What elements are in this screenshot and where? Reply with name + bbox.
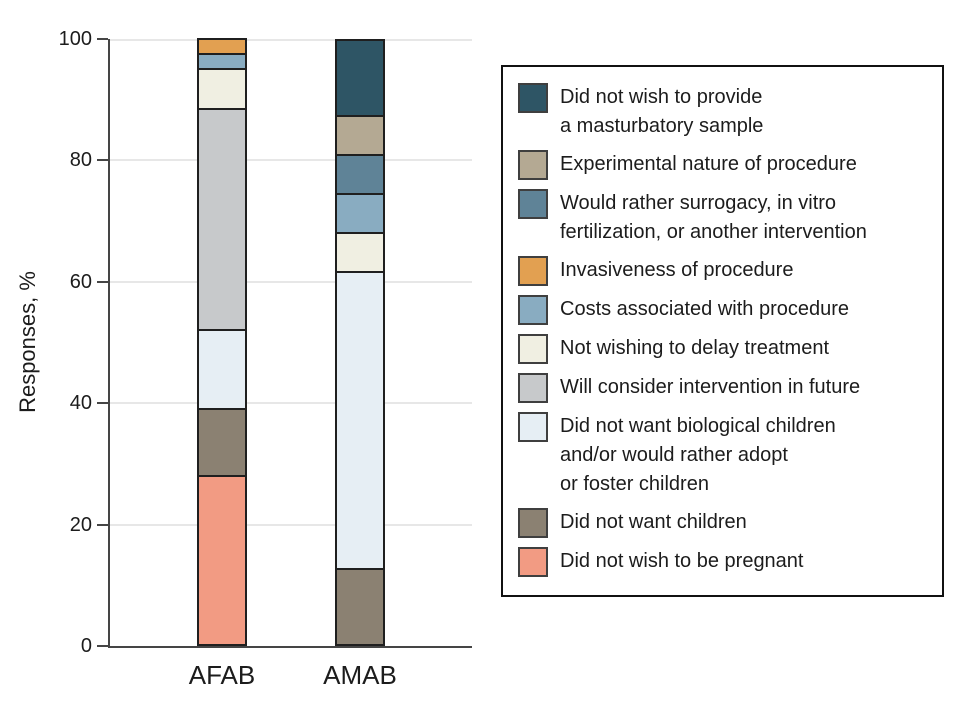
y-tick-label-100: 100 (58, 28, 92, 50)
pale-blue-swatch (518, 412, 548, 442)
legend-item-1: Experimental nature of procedure (518, 150, 938, 180)
legend-label-7: Did not want biological children and/or … (560, 415, 836, 495)
bar-segment-amab-0 (337, 41, 383, 115)
legend-item-6: Will consider intervention in future (518, 373, 938, 403)
bar-segment-afab-3 (199, 40, 245, 54)
y-tick-mark-0 (97, 645, 108, 647)
y-tick-mark-60 (97, 281, 108, 283)
legend-item-2: Would rather surrogacy, in vitro fertili… (518, 189, 938, 247)
bar-amab (335, 39, 385, 646)
legend-label-8: Did not want children (560, 511, 747, 533)
legend-label-5: Not wishing to delay treatment (560, 337, 830, 359)
y-tick-label-60: 60 (69, 271, 92, 293)
bar-segment-amab-8 (337, 568, 383, 644)
gridline-60 (110, 281, 472, 283)
y-tick-label-40: 40 (69, 392, 92, 414)
brown-swatch (518, 508, 548, 538)
y-tick-mark-40 (97, 402, 108, 404)
y-tick-label-80: 80 (69, 149, 92, 171)
legend-item-8: Did not want children (518, 508, 938, 538)
legend-item-3: Invasiveness of procedure (518, 256, 938, 286)
legend-item-7: Did not want biological children and/or … (518, 412, 938, 499)
bar-segment-afab-5 (199, 68, 245, 109)
y-tick-label-0: 0 (80, 635, 92, 657)
bar-segment-amab-7 (337, 270, 383, 569)
x-tick-label-amab: AMAB (323, 660, 397, 690)
bar-segment-amab-5 (337, 231, 383, 271)
plot-area (108, 38, 472, 648)
gridline-80 (110, 159, 472, 161)
legend-label-4: Costs associated with procedure (560, 298, 850, 320)
bar-segment-afab-6 (199, 108, 245, 330)
legend-label-6: Will consider intervention in future (560, 376, 861, 398)
salmon-swatch (518, 547, 548, 577)
tan-swatch (518, 150, 548, 180)
gray-swatch (518, 373, 548, 403)
steel-blue-swatch (518, 189, 548, 219)
light-steel-blue-swatch (518, 295, 548, 325)
orange-swatch (518, 256, 548, 286)
legend-label-0: Did not wish to provide a masturbatory s… (560, 86, 764, 137)
y-tick-mark-100 (97, 38, 108, 40)
legend-label-9: Did not wish to be pregnant (560, 550, 804, 572)
legend-label-3: Invasiveness of procedure (560, 259, 794, 281)
dark-teal-swatch (518, 83, 548, 113)
legend: Did not wish to provide a masturbatory s… (501, 65, 944, 597)
legend-label-2: Would rather surrogacy, in vitro fertili… (560, 192, 867, 243)
legend-item-0: Did not wish to provide a masturbatory s… (518, 83, 938, 141)
y-tick-mark-80 (97, 159, 108, 161)
bar-segment-afab-9 (199, 474, 245, 645)
y-tick-mark-20 (97, 524, 108, 526)
legend-item-9: Did not wish to be pregnant (518, 547, 938, 577)
bar-segment-afab-7 (199, 329, 245, 409)
legend-item-5: Not wishing to delay treatment (518, 334, 938, 364)
bar-segment-amab-4 (337, 192, 383, 232)
legend-item-4: Costs associated with procedure (518, 295, 938, 325)
bar-segment-amab-1 (337, 114, 383, 154)
gridline-100 (110, 39, 472, 41)
gridline-20 (110, 524, 472, 526)
cream-swatch (518, 334, 548, 364)
y-tick-label-20: 20 (69, 514, 92, 536)
bar-segment-amab-2 (337, 153, 383, 193)
bar-afab (197, 38, 247, 646)
bar-segment-afab-4 (199, 53, 245, 69)
x-tick-label-afab: AFAB (188, 660, 256, 690)
gridline-40 (110, 402, 472, 404)
legend-label-1: Experimental nature of procedure (560, 153, 857, 175)
bar-segment-afab-8 (199, 408, 245, 475)
